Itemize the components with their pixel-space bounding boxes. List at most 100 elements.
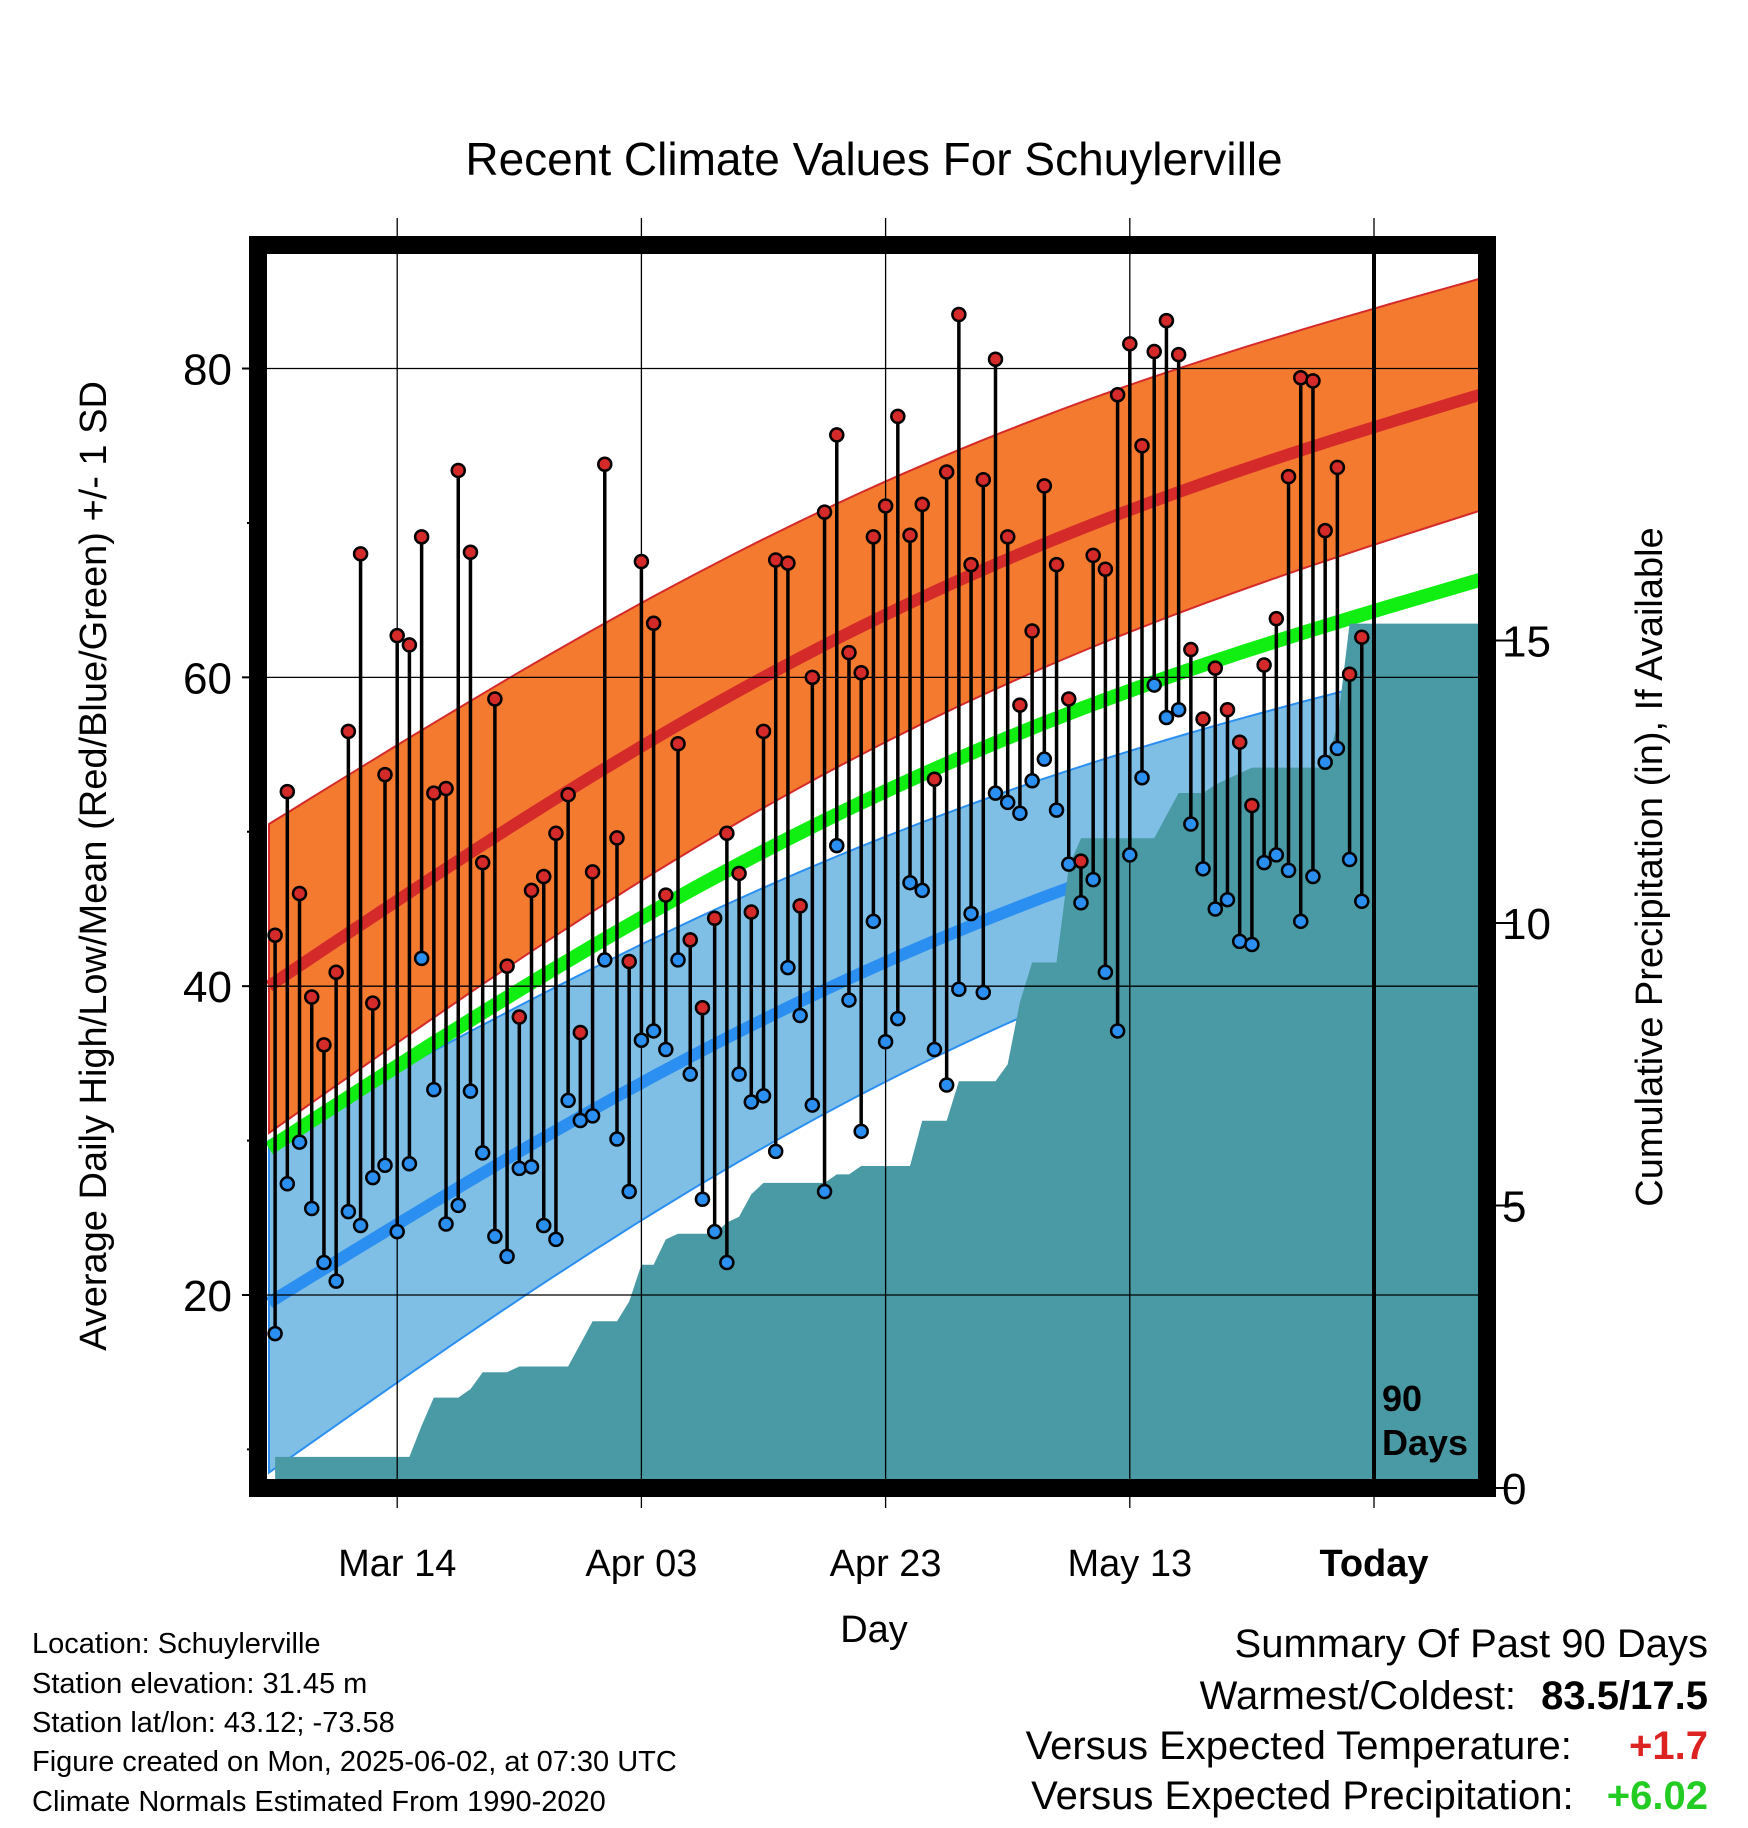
low-point — [670, 952, 686, 968]
low-point — [267, 1325, 283, 1342]
high-point — [829, 427, 845, 443]
high-point — [633, 553, 650, 570]
low-point — [511, 1160, 528, 1177]
high-point — [1341, 666, 1358, 683]
y-tick-label: 20 — [183, 1272, 232, 1321]
high-point — [352, 546, 369, 562]
footer-location: Location: Schuylerville — [32, 1628, 321, 1660]
low-point — [450, 1197, 467, 1214]
low-point — [621, 1183, 637, 1200]
high-point — [1244, 797, 1260, 814]
y-tick-label: 60 — [183, 654, 232, 703]
high-point — [1195, 711, 1211, 727]
high-point — [365, 995, 381, 1011]
high-point — [999, 529, 1016, 545]
summary-precip: Versus Expected Precipitation: +6.02 — [1031, 1774, 1708, 1819]
high-point — [963, 556, 979, 573]
high-point — [1280, 468, 1297, 485]
low-point — [792, 1007, 808, 1024]
high-point — [767, 552, 784, 568]
high-point — [584, 864, 601, 880]
high-point — [450, 462, 467, 479]
low-point — [1158, 709, 1175, 726]
low-point — [401, 1155, 418, 1172]
high-point — [316, 1037, 332, 1053]
high-point — [523, 882, 540, 899]
low-point — [951, 981, 967, 998]
summary-warmest-coldest: Warmest/Coldest: 83.5/17.5 — [1200, 1674, 1708, 1719]
high-point — [865, 529, 882, 545]
low-point — [1207, 901, 1224, 917]
low-point — [1219, 891, 1236, 908]
high-point — [645, 615, 662, 632]
high-point — [303, 989, 320, 1005]
high-point — [816, 504, 833, 520]
x-tick-label: Mar 14 — [338, 1543, 456, 1585]
low-point — [767, 1143, 784, 1160]
high-point — [1170, 346, 1187, 363]
temp-vs-expected-label: Versus Expected Temperature: — [1025, 1724, 1572, 1768]
low-point — [816, 1183, 833, 1200]
low-point — [474, 1145, 491, 1161]
high-point — [975, 471, 992, 488]
high-point — [841, 644, 857, 661]
low-point — [633, 1032, 650, 1048]
low-point — [975, 984, 992, 1001]
low-point — [1183, 816, 1199, 832]
high-point — [499, 958, 515, 974]
low-point — [352, 1217, 369, 1234]
low-point — [365, 1169, 381, 1186]
x-tick-label: Apr 23 — [830, 1543, 942, 1585]
low-point — [303, 1200, 320, 1217]
low-point — [914, 882, 930, 899]
high-point — [951, 306, 967, 323]
y2-tick-label: 0 — [1502, 1465, 1526, 1514]
high-point — [560, 786, 576, 803]
high-point — [609, 830, 625, 846]
footer-created: Figure created on Mon, 2025-06-02, at 07… — [32, 1746, 677, 1778]
high-point — [1073, 853, 1089, 869]
high-point — [938, 464, 955, 480]
low-point — [462, 1083, 479, 1099]
low-point — [609, 1131, 625, 1147]
low-point — [291, 1134, 308, 1150]
low-point — [560, 1092, 576, 1109]
summary-temp: Versus Expected Temperature: +1.7 — [1026, 1724, 1708, 1769]
plot-border — [249, 236, 1496, 1497]
low-point — [1292, 913, 1309, 930]
high-point — [804, 669, 821, 686]
high-point — [1061, 691, 1077, 707]
high-point — [1329, 459, 1346, 476]
low-point — [1085, 871, 1101, 888]
high-point — [1292, 370, 1309, 386]
low-point — [1256, 854, 1272, 871]
y2-tick-label: 15 — [1502, 618, 1551, 667]
low-point — [987, 785, 1004, 801]
low-point — [1268, 847, 1285, 863]
low-point — [1012, 805, 1028, 821]
low-point — [841, 992, 857, 1008]
high-point — [719, 825, 735, 842]
high-point — [902, 527, 918, 544]
high-point — [328, 964, 344, 981]
axes: 20 40 60 80 0 5 10 15 Mar 14 Apr 03 Apr 23 May 13 To… — [73, 346, 1671, 1651]
high-point — [1268, 610, 1285, 627]
low-point — [999, 794, 1016, 811]
y2-axis-label: Cumulative Precipitation (in), If Availa… — [1629, 527, 1671, 1206]
high-point — [1097, 561, 1114, 578]
low-point — [890, 1010, 906, 1027]
high-point — [792, 898, 808, 914]
high-point — [1146, 343, 1162, 360]
high-point — [1036, 478, 1053, 494]
high-point — [474, 854, 491, 871]
low-point — [658, 1041, 674, 1058]
low-point — [926, 1041, 943, 1058]
low-point — [938, 1077, 955, 1093]
high-point — [597, 456, 613, 473]
high-point — [291, 885, 308, 902]
low-point — [1073, 895, 1089, 911]
high-point — [1048, 556, 1065, 573]
high-point — [621, 953, 637, 970]
high-point — [658, 887, 674, 903]
chart-title: Recent Climate Values For Schuylerville — [465, 133, 1282, 185]
